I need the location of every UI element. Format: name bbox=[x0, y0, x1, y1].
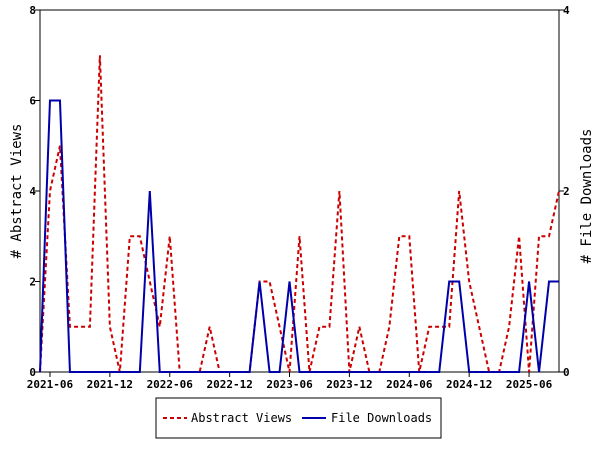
x-tick-label: 2024-06 bbox=[386, 378, 433, 391]
y-tick-label: 4 bbox=[29, 185, 36, 198]
y2-tick-label: 2 bbox=[563, 185, 570, 198]
x-tick-label: 2023-06 bbox=[266, 378, 313, 391]
x-tick-label: 2022-12 bbox=[206, 378, 252, 391]
y-axis-title: # Abstract Views bbox=[9, 124, 25, 259]
y-tick-label: 0 bbox=[29, 366, 36, 379]
x-tick-label: 2021-12 bbox=[87, 378, 133, 391]
legend-label-abstract-views: Abstract Views bbox=[191, 411, 292, 425]
series-line-file-downloads bbox=[39, 99, 559, 373]
legend-box bbox=[155, 397, 442, 439]
x-tick-label: 2023-12 bbox=[326, 378, 372, 391]
y2-tick-label: 4 bbox=[563, 4, 570, 17]
x-tick-label: 2021-06 bbox=[27, 378, 74, 391]
y2-tick-label: 0 bbox=[563, 366, 570, 379]
x-tick-label: 2025-06 bbox=[506, 378, 553, 391]
y2-axis-title: # File Downloads bbox=[579, 129, 595, 264]
plot-area bbox=[39, 9, 560, 373]
y-tick-label: 8 bbox=[29, 4, 36, 17]
axis-layer: 0 2 4 6 8 0 2 4 2021-06 2021-12 2022-06 2022-12 2023… bbox=[27, 4, 570, 391]
y-tick-label: 2 bbox=[29, 276, 36, 289]
x-tick-label: 2022-06 bbox=[147, 378, 194, 391]
legend: Abstract Views File Downloads bbox=[155, 397, 442, 439]
x-tick-label: 2024-12 bbox=[446, 378, 492, 391]
series-line-abstract-views bbox=[39, 55, 560, 373]
series-layer bbox=[39, 55, 560, 373]
legend-label-file-downloads: File Downloads bbox=[331, 411, 432, 425]
y-tick-label: 6 bbox=[29, 95, 36, 108]
